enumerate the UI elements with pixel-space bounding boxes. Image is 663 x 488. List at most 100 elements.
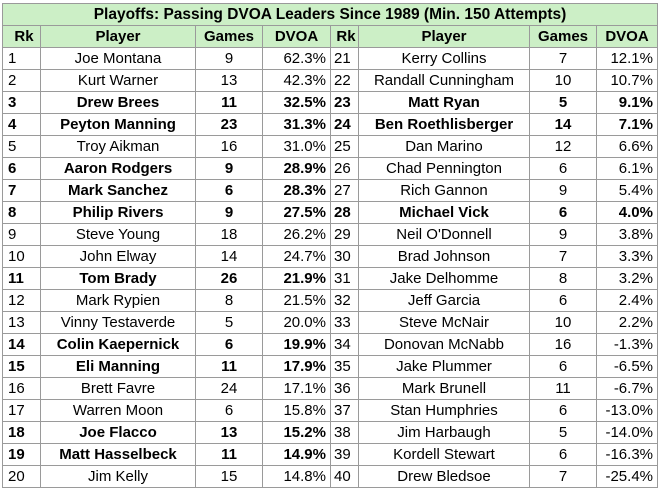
right-dvoa-cell[interactable]: 3.8% — [596, 223, 658, 246]
right-games-cell[interactable]: 6 — [529, 443, 597, 466]
right-dvoa-cell[interactable]: 5.4% — [596, 179, 658, 202]
right-games-cell[interactable]: 5 — [529, 421, 597, 444]
table-title[interactable]: Playoffs: Passing DVOA Leaders Since 198… — [2, 3, 658, 26]
right-player-cell[interactable]: Rich Gannon — [358, 179, 530, 202]
left-dvoa-cell[interactable]: 21.5% — [262, 289, 331, 312]
left-rank-cell[interactable]: 17 — [2, 399, 41, 422]
left-player-cell[interactable]: Troy Aikman — [40, 135, 196, 158]
right-rank-cell[interactable]: 37 — [330, 399, 359, 422]
right-dvoa-cell[interactable]: -25.4% — [596, 465, 658, 488]
left-dvoa-cell[interactable]: 15.2% — [262, 421, 331, 444]
left-games-cell[interactable]: 23 — [195, 113, 263, 136]
right-dvoa-cell[interactable]: -6.7% — [596, 377, 658, 400]
left-rank-cell[interactable]: 20 — [2, 465, 41, 488]
left-dvoa-cell[interactable]: 21.9% — [262, 267, 331, 290]
right-dvoa-cell[interactable]: -6.5% — [596, 355, 658, 378]
right-games-cell[interactable]: 6 — [529, 289, 597, 312]
right-rank-cell[interactable]: 24 — [330, 113, 359, 136]
right-player-cell[interactable]: Michael Vick — [358, 201, 530, 224]
left-rank-cell[interactable]: 15 — [2, 355, 41, 378]
left-rank-cell[interactable]: 5 — [2, 135, 41, 158]
left-rank-cell[interactable]: 19 — [2, 443, 41, 466]
right-player-cell[interactable]: Donovan McNabb — [358, 333, 530, 356]
left-player-cell[interactable]: Eli Manning — [40, 355, 196, 378]
left-dvoa-cell[interactable]: 17.1% — [262, 377, 331, 400]
left-dvoa-cell[interactable]: 31.3% — [262, 113, 331, 136]
left-rank-cell[interactable]: 2 — [2, 69, 41, 92]
right-player-cell[interactable]: Jake Plummer — [358, 355, 530, 378]
left-player-cell[interactable]: Philip Rivers — [40, 201, 196, 224]
left-dvoa-cell[interactable]: 24.7% — [262, 245, 331, 268]
left-rank-cell[interactable]: 13 — [2, 311, 41, 334]
left-games-cell[interactable]: 11 — [195, 91, 263, 114]
header-player-right[interactable]: Player — [358, 25, 530, 48]
left-dvoa-cell[interactable]: 28.3% — [262, 179, 331, 202]
left-dvoa-cell[interactable]: 14.9% — [262, 443, 331, 466]
right-dvoa-cell[interactable]: 3.2% — [596, 267, 658, 290]
right-rank-cell[interactable]: 32 — [330, 289, 359, 312]
left-games-cell[interactable]: 6 — [195, 399, 263, 422]
header-dvoa-left[interactable]: DVOA — [262, 25, 331, 48]
left-games-cell[interactable]: 13 — [195, 69, 263, 92]
right-player-cell[interactable]: Randall Cunningham — [358, 69, 530, 92]
right-games-cell[interactable]: 9 — [529, 179, 597, 202]
left-games-cell[interactable]: 9 — [195, 201, 263, 224]
left-games-cell[interactable]: 11 — [195, 355, 263, 378]
right-dvoa-cell[interactable]: 12.1% — [596, 47, 658, 70]
left-rank-cell[interactable]: 1 — [2, 47, 41, 70]
right-dvoa-cell[interactable]: 4.0% — [596, 201, 658, 224]
left-rank-cell[interactable]: 14 — [2, 333, 41, 356]
right-dvoa-cell[interactable]: 2.2% — [596, 311, 658, 334]
right-rank-cell[interactable]: 35 — [330, 355, 359, 378]
right-rank-cell[interactable]: 33 — [330, 311, 359, 334]
right-games-cell[interactable]: 16 — [529, 333, 597, 356]
left-dvoa-cell[interactable]: 27.5% — [262, 201, 331, 224]
right-dvoa-cell[interactable]: 3.3% — [596, 245, 658, 268]
left-games-cell[interactable]: 9 — [195, 47, 263, 70]
header-rk-right[interactable]: Rk — [330, 25, 359, 48]
left-rank-cell[interactable]: 18 — [2, 421, 41, 444]
right-rank-cell[interactable]: 34 — [330, 333, 359, 356]
right-player-cell[interactable]: Brad Johnson — [358, 245, 530, 268]
right-player-cell[interactable]: Jeff Garcia — [358, 289, 530, 312]
right-games-cell[interactable]: 7 — [529, 465, 597, 488]
left-dvoa-cell[interactable]: 15.8% — [262, 399, 331, 422]
right-dvoa-cell[interactable]: 2.4% — [596, 289, 658, 312]
left-dvoa-cell[interactable]: 19.9% — [262, 333, 331, 356]
left-rank-cell[interactable]: 4 — [2, 113, 41, 136]
right-rank-cell[interactable]: 21 — [330, 47, 359, 70]
right-player-cell[interactable]: Stan Humphries — [358, 399, 530, 422]
left-dvoa-cell[interactable]: 42.3% — [262, 69, 331, 92]
right-dvoa-cell[interactable]: 6.1% — [596, 157, 658, 180]
left-games-cell[interactable]: 5 — [195, 311, 263, 334]
right-dvoa-cell[interactable]: -16.3% — [596, 443, 658, 466]
left-dvoa-cell[interactable]: 28.9% — [262, 157, 331, 180]
left-games-cell[interactable]: 11 — [195, 443, 263, 466]
left-games-cell[interactable]: 8 — [195, 289, 263, 312]
right-rank-cell[interactable]: 38 — [330, 421, 359, 444]
right-rank-cell[interactable]: 39 — [330, 443, 359, 466]
right-games-cell[interactable]: 6 — [529, 201, 597, 224]
right-player-cell[interactable]: Jake Delhomme — [358, 267, 530, 290]
left-player-cell[interactable]: Joe Flacco — [40, 421, 196, 444]
right-rank-cell[interactable]: 29 — [330, 223, 359, 246]
right-games-cell[interactable]: 5 — [529, 91, 597, 114]
right-player-cell[interactable]: Steve McNair — [358, 311, 530, 334]
right-dvoa-cell[interactable]: -13.0% — [596, 399, 658, 422]
left-player-cell[interactable]: Brett Favre — [40, 377, 196, 400]
right-rank-cell[interactable]: 31 — [330, 267, 359, 290]
left-player-cell[interactable]: Colin Kaepernick — [40, 333, 196, 356]
left-games-cell[interactable]: 16 — [195, 135, 263, 158]
right-rank-cell[interactable]: 28 — [330, 201, 359, 224]
left-rank-cell[interactable]: 7 — [2, 179, 41, 202]
right-player-cell[interactable]: Jim Harbaugh — [358, 421, 530, 444]
right-rank-cell[interactable]: 22 — [330, 69, 359, 92]
right-games-cell[interactable]: 6 — [529, 399, 597, 422]
left-rank-cell[interactable]: 12 — [2, 289, 41, 312]
header-rk-left[interactable]: Rk — [2, 25, 41, 48]
left-games-cell[interactable]: 6 — [195, 179, 263, 202]
right-games-cell[interactable]: 6 — [529, 157, 597, 180]
right-games-cell[interactable]: 8 — [529, 267, 597, 290]
left-dvoa-cell[interactable]: 17.9% — [262, 355, 331, 378]
left-player-cell[interactable]: Jim Kelly — [40, 465, 196, 488]
